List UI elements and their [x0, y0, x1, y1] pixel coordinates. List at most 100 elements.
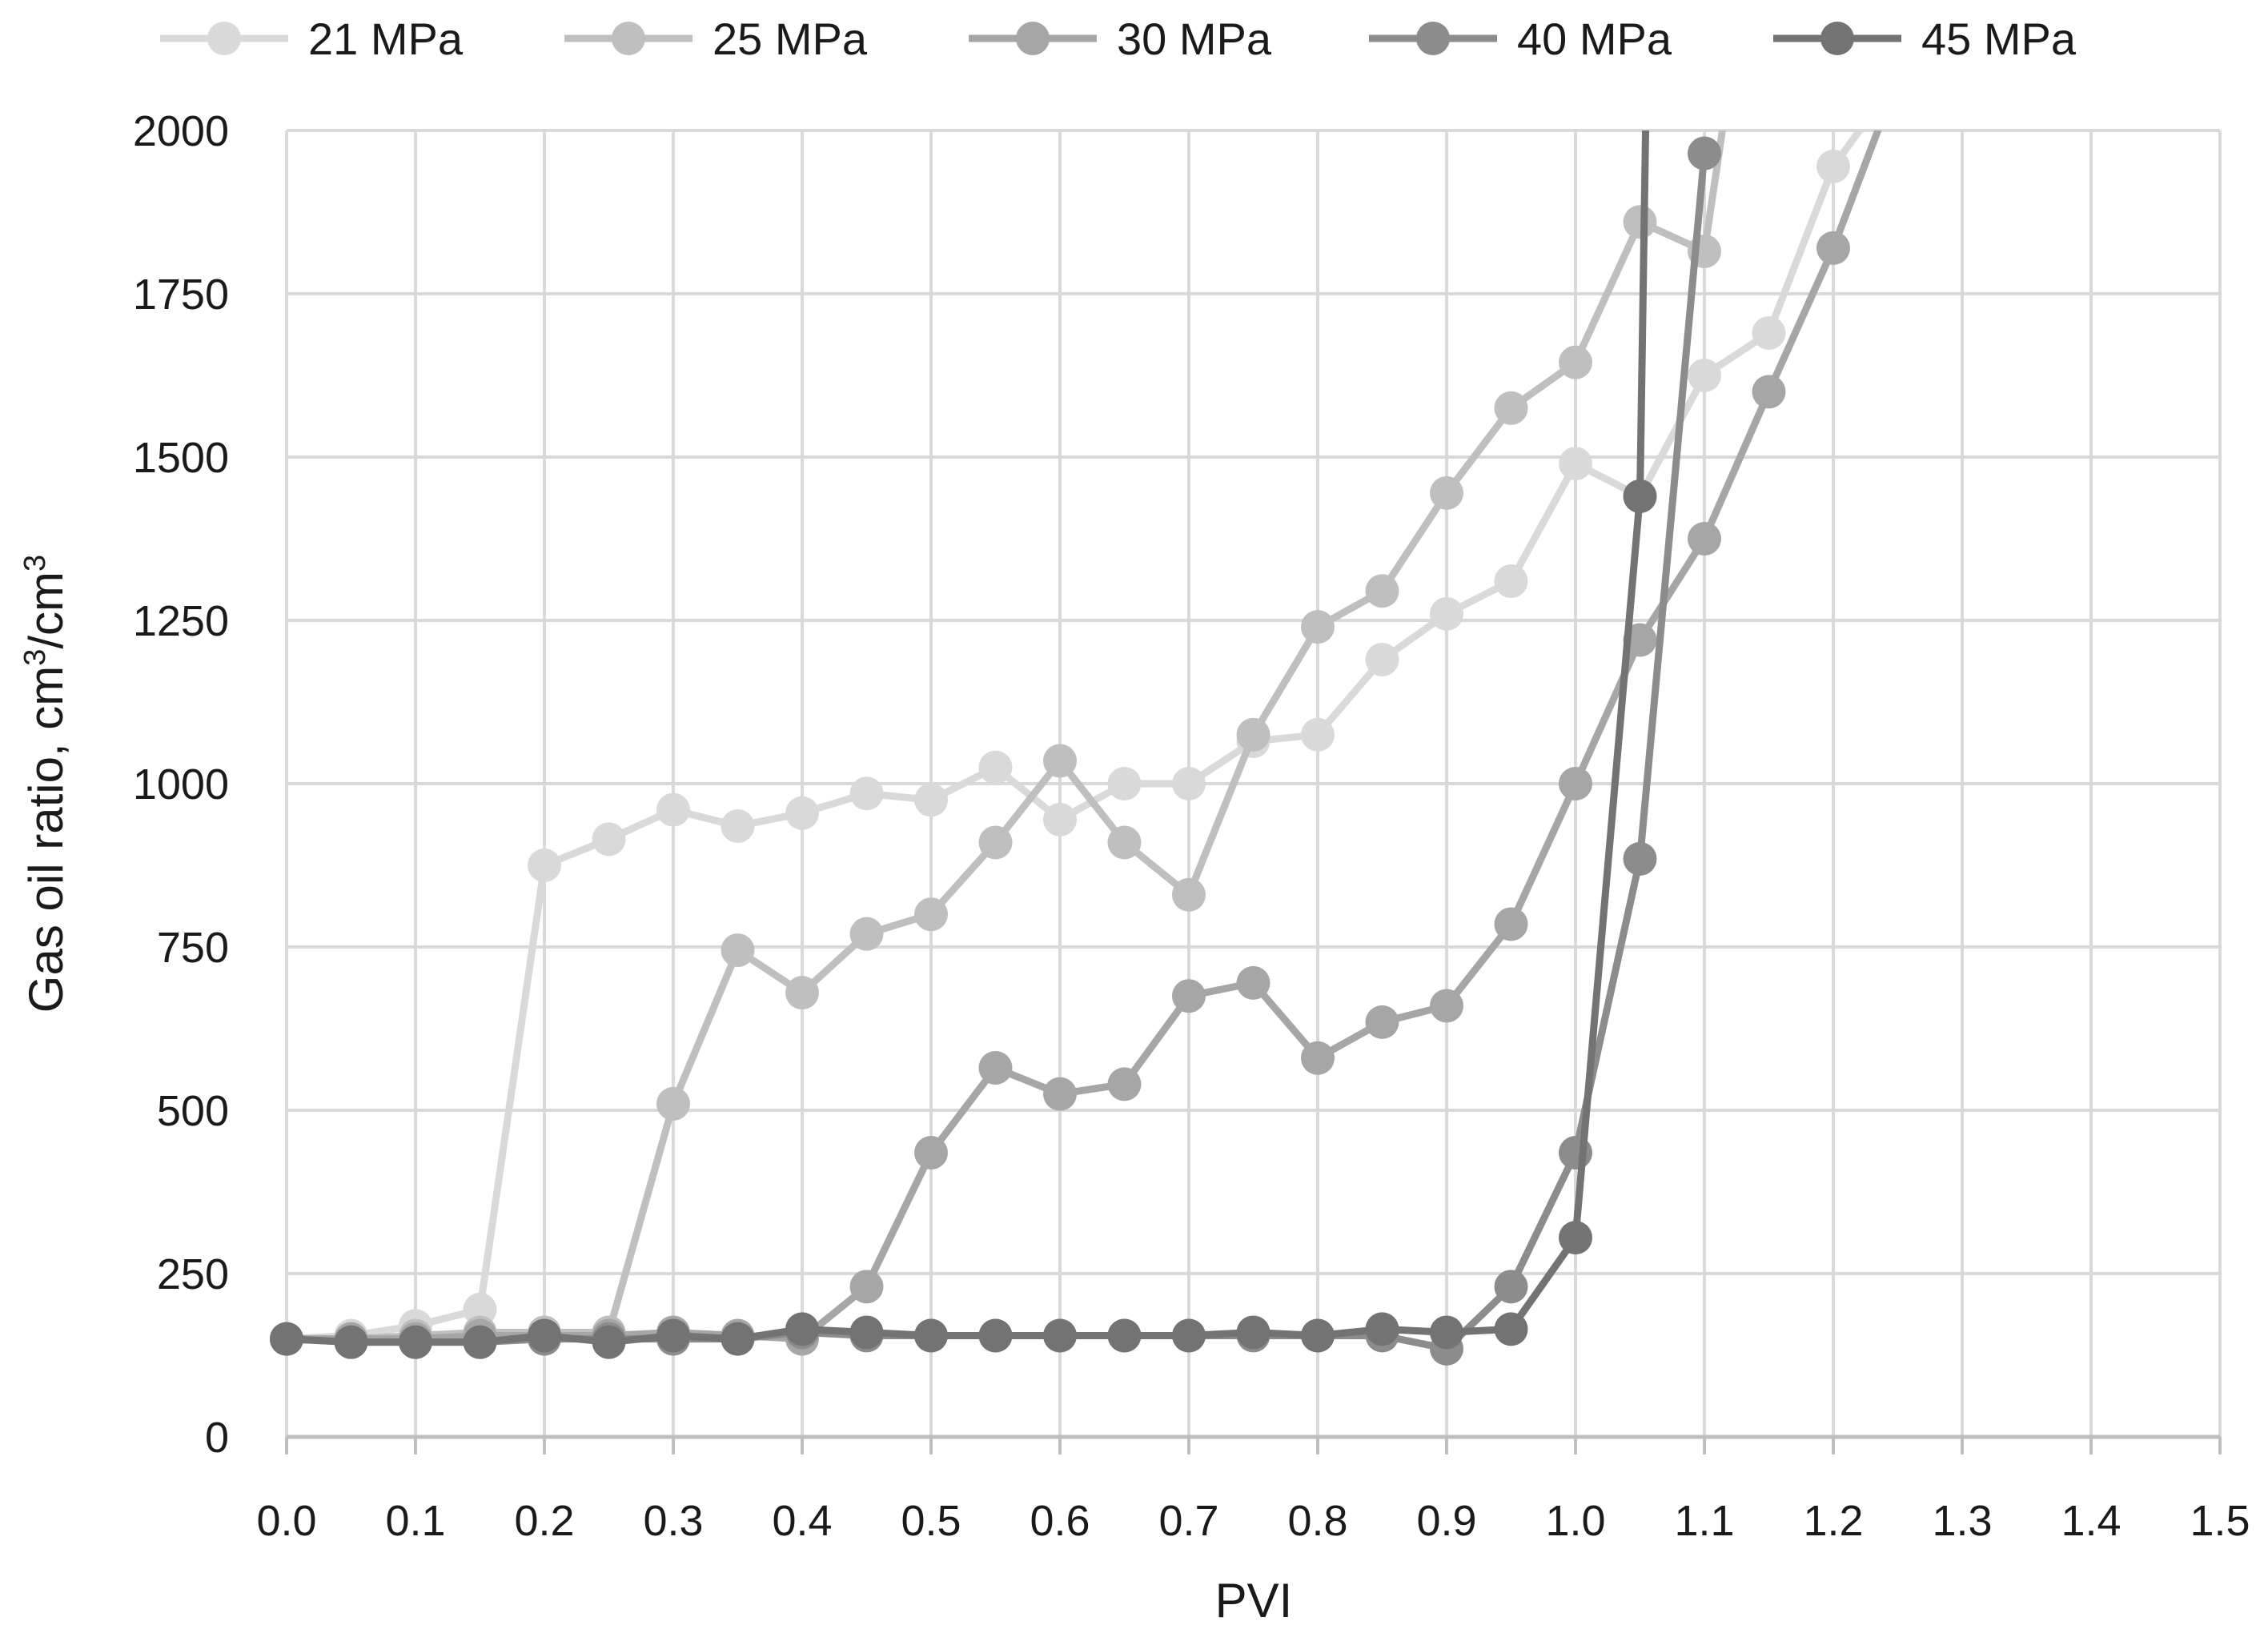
- x-tick-label: 0.9: [1416, 1497, 1476, 1545]
- x-tick-label: 0.2: [514, 1497, 574, 1545]
- data-point-30-mpa: [1236, 965, 1270, 1000]
- data-point-40-mpa: [1494, 1270, 1528, 1304]
- data-point-30-mpa: [1752, 375, 1786, 409]
- series-45-mpa: [270, 130, 1657, 1359]
- data-point-25-mpa: [1623, 205, 1657, 239]
- x-tick-label: 1.0: [1545, 1497, 1605, 1545]
- x-tick-label: 0.0: [256, 1497, 316, 1545]
- data-point-25-mpa: [1430, 475, 1463, 510]
- data-point-45-mpa: [785, 1312, 819, 1346]
- grid-lines: [285, 129, 2222, 1438]
- data-point-45-mpa: [399, 1325, 432, 1359]
- x-tick-labels: 0.0 0.1 0.2 0.3 0.4 0.5 0.6 0.7 0.8 0.9 1.0 1.1 1.2 1…: [256, 1497, 2250, 1545]
- y-tick-label: 2000: [133, 107, 229, 155]
- data-point-40-mpa: [1623, 841, 1657, 876]
- data-point-45-mpa: [463, 1325, 497, 1359]
- x-tick-label: 1.3: [1932, 1497, 1992, 1545]
- data-point-21-mpa: [721, 809, 755, 844]
- y-tick-label: 500: [157, 1087, 229, 1135]
- legend-marker-30-mpa: [1016, 22, 1050, 55]
- x-axis-title: PVI: [1215, 1574, 1293, 1627]
- data-point-21-mpa: [1107, 767, 1142, 800]
- data-point-30-mpa: [1559, 767, 1592, 800]
- data-point-21-mpa: [785, 796, 819, 830]
- data-point-25-mpa: [849, 917, 884, 951]
- legend-item-40-mpa: 40 MPa: [1369, 14, 1672, 64]
- data-point-30-mpa: [1816, 231, 1850, 265]
- x-tick-label: 0.1: [385, 1497, 445, 1545]
- legend-marker-45-mpa: [1820, 22, 1854, 55]
- data-point-21-mpa: [528, 849, 561, 882]
- data-point-25-mpa: [785, 976, 819, 1010]
- data-point-25-mpa: [914, 897, 948, 932]
- data-point-25-mpa: [1365, 574, 1399, 608]
- legend-item-21-mpa: 21 MPa: [160, 14, 464, 64]
- x-tick-label: 1.5: [2190, 1497, 2250, 1545]
- data-point-30-mpa: [1301, 1041, 1335, 1075]
- x-tick-label: 1.2: [1803, 1497, 1863, 1545]
- legend-item-45-mpa: 45 MPa: [1773, 14, 2077, 64]
- legend-label-45-mpa: 45 MPa: [1921, 14, 2077, 64]
- data-point-21-mpa: [1494, 564, 1528, 599]
- y-axis-title-sup1: 3: [18, 649, 52, 666]
- x-tick-label: 1.4: [2061, 1497, 2121, 1545]
- data-point-45-mpa: [1559, 1221, 1592, 1255]
- data-point-21-mpa: [978, 750, 1013, 784]
- data-point-45-mpa: [1365, 1312, 1399, 1346]
- x-tick-label: 0.5: [901, 1497, 961, 1545]
- x-tick-label: 0.8: [1287, 1497, 1347, 1545]
- data-point-45-mpa: [1043, 1318, 1077, 1353]
- data-point-21-mpa: [1430, 596, 1463, 631]
- data-point-21-mpa: [1172, 767, 1206, 800]
- data-point-30-mpa: [1688, 522, 1721, 556]
- legend-item-30-mpa: 30 MPa: [969, 14, 1272, 64]
- data-point-25-mpa: [656, 1086, 690, 1121]
- data-point-30-mpa: [849, 1270, 884, 1304]
- data-point-21-mpa: [1688, 359, 1721, 392]
- data-point-25-mpa: [1107, 825, 1142, 860]
- y-tick-label: 0: [205, 1414, 229, 1462]
- data-point-45-mpa: [528, 1318, 561, 1353]
- data-point-21-mpa: [1043, 802, 1077, 837]
- y-axis-title-sup2: 3: [18, 555, 52, 572]
- data-point-21-mpa: [1301, 717, 1335, 752]
- x-tick-label: 0.3: [643, 1497, 703, 1545]
- data-point-45-mpa: [978, 1318, 1013, 1353]
- data-point-30-mpa: [1172, 979, 1206, 1013]
- data-point-21-mpa: [1559, 447, 1592, 481]
- data-point-25-mpa: [978, 825, 1013, 860]
- x-tick-label: 0.6: [1030, 1497, 1090, 1545]
- legend-marker-21-mpa: [207, 22, 241, 55]
- x-tick-label: 1.1: [1674, 1497, 1734, 1545]
- data-point-30-mpa: [1107, 1067, 1142, 1101]
- data-point-30-mpa: [914, 1136, 948, 1170]
- data-point-45-mpa: [592, 1325, 626, 1359]
- data-point-30-mpa: [1430, 989, 1463, 1023]
- x-tick-label: 0.7: [1158, 1497, 1218, 1545]
- axes: [285, 1434, 2222, 1454]
- legend-marker-40-mpa: [1416, 22, 1450, 55]
- x-tick-label: 0.4: [772, 1497, 832, 1545]
- series-layer: [270, 130, 1882, 1366]
- data-point-45-mpa: [1107, 1318, 1142, 1353]
- legend-label-21-mpa: 21 MPa: [308, 14, 464, 64]
- data-point-45-mpa: [849, 1315, 884, 1350]
- data-point-21-mpa: [656, 792, 690, 827]
- y-axis-title-mid: /cm: [19, 572, 73, 649]
- data-point-21-mpa: [1365, 642, 1399, 676]
- legend-label-25-mpa: 25 MPa: [713, 14, 868, 64]
- y-tick-label: 750: [157, 924, 229, 972]
- data-point-30-mpa: [1494, 907, 1528, 941]
- data-point-21-mpa: [1816, 149, 1850, 183]
- data-point-25-mpa: [1236, 717, 1270, 752]
- data-point-21-mpa: [849, 776, 884, 811]
- data-point-25-mpa: [721, 933, 755, 968]
- data-point-45-mpa: [1236, 1315, 1270, 1350]
- data-point-45-mpa: [270, 1322, 303, 1356]
- data-point-21-mpa: [592, 822, 626, 857]
- data-point-45-mpa: [1494, 1312, 1528, 1346]
- data-point-45-mpa: [334, 1325, 368, 1359]
- data-point-45-mpa: [1430, 1315, 1463, 1350]
- data-point-25-mpa: [1172, 877, 1206, 912]
